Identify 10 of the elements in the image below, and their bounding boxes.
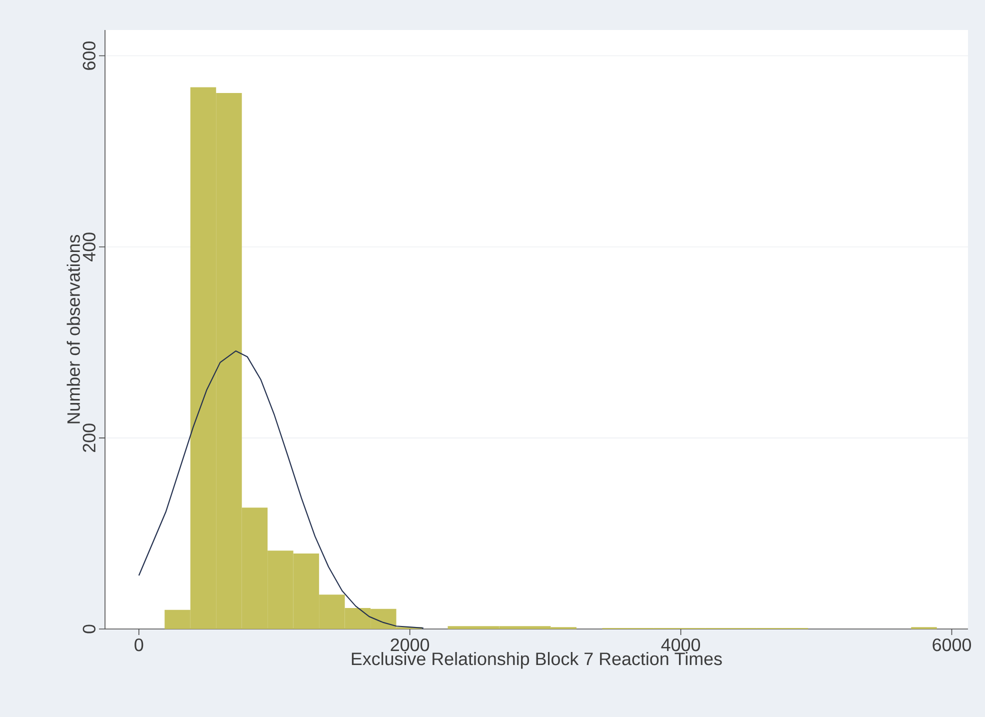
x-tick-label: 4000 bbox=[661, 638, 700, 652]
y-tick-label: 0 bbox=[82, 624, 96, 634]
x-axis-title: Exclusive Relationship Block 7 Reaction Times bbox=[352, 652, 722, 669]
y-axis-title: Number of observations bbox=[66, 234, 80, 424]
x-tick-label: 2000 bbox=[390, 638, 430, 652]
y-tick-label: 200 bbox=[82, 424, 96, 452]
y-tick-label: 400 bbox=[82, 232, 96, 262]
x-tick-label: 6000 bbox=[932, 638, 971, 652]
x-tick-label: 0 bbox=[134, 638, 144, 652]
y-tick-label: 600 bbox=[82, 42, 96, 70]
